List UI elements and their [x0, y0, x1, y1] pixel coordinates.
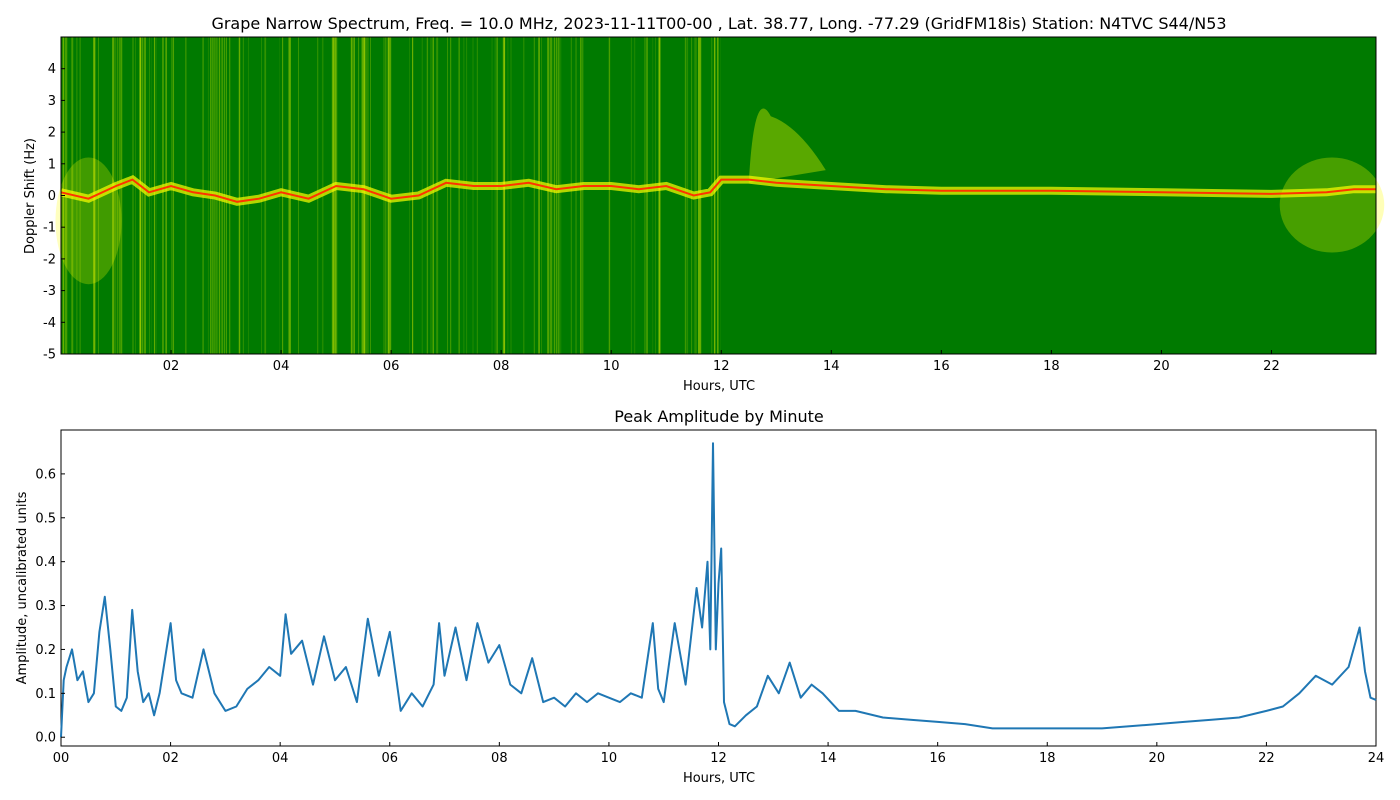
- spectrum-x-tick-label: 10: [603, 359, 620, 374]
- amplitude-y-tick-label: 0.0: [35, 731, 56, 746]
- spectrum-x-tick-label: 16: [933, 359, 950, 374]
- spectrum-y-tick-label: 0: [48, 189, 56, 204]
- amplitude-x-tick-label: 00: [53, 751, 70, 766]
- amplitude-x-tick-label: 24: [1368, 751, 1385, 766]
- doppler-trace: [60, 175, 1376, 206]
- spectrogram-late-spread: [1279, 157, 1385, 253]
- doppler-trace-line: [60, 178, 1376, 203]
- spectrum-x-tick-label: 14: [823, 359, 840, 374]
- amplitude-x-tick-label: 08: [491, 751, 508, 766]
- amplitude-y-ticks: 0.0 0.1 0.2 0.3 0.4 0.5 0.6: [35, 467, 65, 746]
- amplitude-y-tick-label: 0.1: [35, 687, 56, 702]
- amplitude-x-tick-label: 06: [381, 751, 398, 766]
- spectrum-y-tick-label: -2: [43, 252, 56, 267]
- spectrum-x-tick-label: 08: [493, 359, 510, 374]
- spectrum-y-tick-label: -3: [43, 284, 56, 299]
- spectrum-y-tick-label: 1: [48, 157, 56, 172]
- spectrum-y-tick-label: -1: [43, 221, 56, 236]
- amplitude-x-tick-label: 16: [929, 751, 946, 766]
- spectrum-y-tick-label: 4: [48, 62, 56, 77]
- amplitude-x-ticks: 00 02 04 06 08 10 12 14 16 18 20 22 24: [53, 742, 1385, 766]
- amplitude-line: [60, 442, 1377, 738]
- amplitude-y-tick-label: 0.6: [35, 467, 56, 482]
- amplitude-x-tick-label: 10: [601, 751, 618, 766]
- amplitude-series: [60, 442, 1377, 738]
- spectrum-y-tick-label: -4: [43, 316, 56, 331]
- spectrogram-plume: [748, 108, 826, 183]
- amplitude-x-tick-label: 12: [710, 751, 727, 766]
- amplitude-x-tick-label: 20: [1149, 751, 1166, 766]
- amplitude-x-axis-label: Hours, UTC: [683, 771, 755, 786]
- amplitude-x-tick-label: 14: [820, 751, 837, 766]
- amplitude-y-tick-label: 0.3: [35, 599, 56, 614]
- spectrogram-plot: [55, 36, 1385, 355]
- spectrum-y-axis-label: Doppler Shift (Hz): [23, 138, 38, 254]
- amplitude-y-axis-label: Amplitude, uncalibrated units: [15, 491, 30, 684]
- amplitude-y-tick-label: 0.4: [35, 555, 56, 570]
- spectrogram-early-spread: [55, 157, 122, 285]
- amplitude-x-tick-label: 04: [272, 751, 289, 766]
- amplitude-x-tick-label: 02: [162, 751, 179, 766]
- spectrum-x-tick-label: 02: [163, 359, 180, 374]
- spectrum-x-tick-label: 06: [383, 359, 400, 374]
- amplitude-x-tick-label: 22: [1258, 751, 1275, 766]
- spectrum-y-tick-label: 3: [48, 94, 56, 109]
- amplitude-y-tick-label: 0.5: [35, 511, 56, 526]
- spectrum-y-tick-label: -5: [43, 348, 56, 363]
- amplitude-plot: [60, 429, 1377, 747]
- spectrum-x-ticks: 02 04 06 08 10 12 14 16 18 20 22: [163, 350, 1280, 374]
- amplitude-x-tick-label: 18: [1039, 751, 1056, 766]
- spectrum-x-tick-label: 12: [713, 359, 730, 374]
- amplitude-title: Peak Amplitude by Minute: [614, 407, 824, 426]
- spectrum-x-tick-label: 22: [1263, 359, 1280, 374]
- spectrum-x-tick-label: 04: [273, 359, 290, 374]
- spectrum-y-ticks: -5 -4 -3 -2 -1 0 1 2 3 4: [43, 62, 65, 363]
- spectrum-x-tick-label: 20: [1153, 359, 1170, 374]
- spectrum-y-tick-label: 2: [48, 126, 56, 141]
- spectrum-x-axis-label: Hours, UTC: [683, 379, 755, 394]
- spectrum-x-tick-label: 18: [1043, 359, 1060, 374]
- spectrum-title: Grape Narrow Spectrum, Freq. = 10.0 MHz,…: [211, 14, 1226, 33]
- amplitude-y-tick-label: 0.2: [35, 643, 56, 658]
